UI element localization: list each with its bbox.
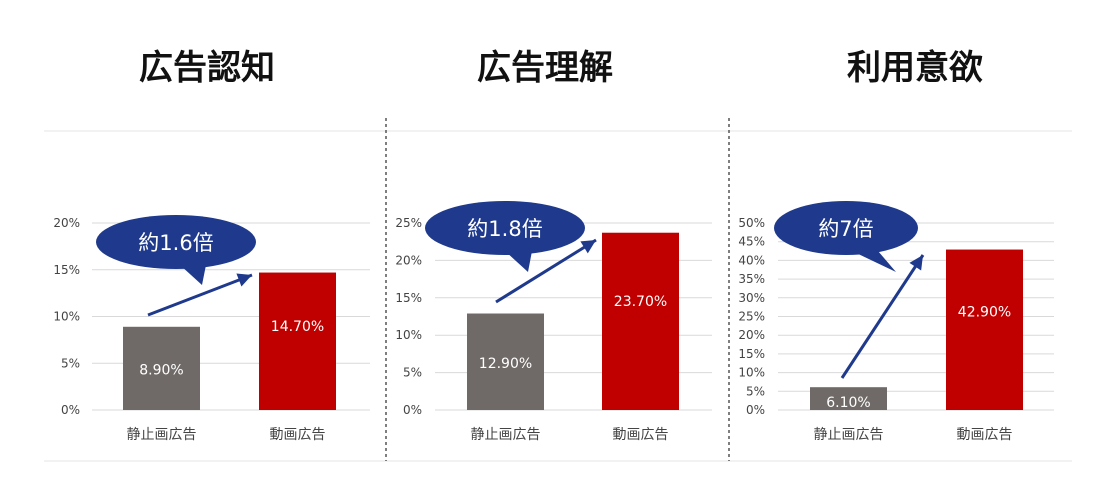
trend-arrow-head [580,240,596,254]
bar-value-label: 6.10% [826,395,870,411]
y-tick-label: 0% [61,403,80,417]
bar-value-label: 42.90% [958,305,1011,321]
bar-video [946,249,1023,410]
bar-value-label: 12.90% [479,356,532,372]
callout-bubble [96,215,256,269]
trend-arrow-head [909,255,923,271]
trend-arrow-line [147,273,253,317]
chart-title-awareness: 広告認知 [139,48,275,88]
y-tick-label: 5% [746,384,765,398]
chart-title-intent: 利用意欲 [847,48,983,88]
callout-label: 約1.8倍 [467,217,542,241]
y-tick-label: 20% [53,216,80,230]
y-tick-label: 15% [738,347,765,361]
bar-value-label: 23.70% [614,294,667,310]
y-tick-label: 25% [738,310,765,324]
y-tick-label: 15% [53,263,80,277]
y-tick-label: 50% [738,216,765,230]
callout-tail [852,251,896,272]
callout-tail [505,251,532,272]
bar-value-label: 8.90% [139,362,183,378]
bar-video [259,272,336,410]
y-tick-label: 25% [395,216,422,230]
y-tick-label: 5% [61,356,80,370]
bar-video [602,232,679,410]
y-tick-label: 20% [395,253,422,267]
bar-value-label: 14.70% [271,319,324,335]
callout-tail [180,265,206,285]
x-category-label: 静止画広告 [471,427,541,443]
bar-static [467,313,544,410]
x-category-label: 動画広告 [270,427,326,443]
callout-bubble [774,201,918,255]
trend-arrow-line [840,254,925,379]
y-tick-label: 30% [738,291,765,305]
y-tick-label: 40% [738,253,765,267]
y-tick-label: 10% [395,328,422,342]
trend-arrow-line [495,238,597,304]
y-tick-label: 45% [738,235,765,249]
bar-static [810,387,887,410]
y-tick-label: 10% [53,310,80,324]
callout-label: 約1.6倍 [138,231,213,255]
bar-static [123,326,200,410]
callout-bubble [425,201,585,255]
trend-arrow-head [236,273,252,287]
y-tick-label: 5% [403,366,422,380]
y-tick-label: 20% [738,328,765,342]
y-tick-label: 15% [395,291,422,305]
y-tick-label: 0% [403,403,422,417]
y-tick-label: 0% [746,403,765,417]
y-tick-label: 35% [738,272,765,286]
x-category-label: 静止画広告 [127,427,197,443]
y-tick-label: 10% [738,366,765,380]
x-category-label: 静止画広告 [814,427,884,443]
x-category-label: 動画広告 [957,427,1013,443]
chart-title-understanding: 広告理解 [477,48,613,88]
x-category-label: 動画広告 [613,427,669,443]
callout-label: 約7倍 [818,217,873,241]
